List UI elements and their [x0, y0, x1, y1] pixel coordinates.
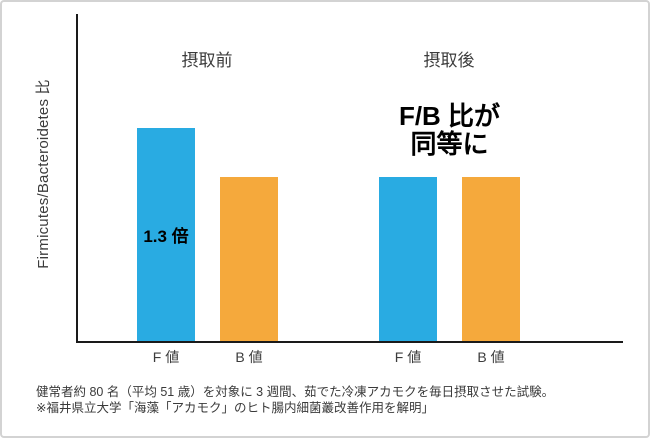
bar-after-b	[462, 177, 520, 341]
bar-tick-label: B 値	[235, 349, 263, 365]
equal-annotation: F/B 比が 同等に	[369, 102, 530, 158]
bar-tick-label: F 値	[152, 349, 180, 365]
bar-before-f	[137, 128, 195, 341]
bar-tick-label: B 値	[477, 349, 505, 365]
x-axis-line	[76, 341, 623, 343]
footnote-line2: ※福井県立大学「海藻「アカモク」のヒト腸内細菌叢改善作用を解明」	[36, 400, 434, 415]
group-label-before: 摂取前	[181, 51, 233, 70]
bar-tick-label: F 値	[394, 349, 422, 365]
y-axis-line	[76, 14, 78, 342]
bar-before-b	[220, 177, 278, 341]
equal-annotation-line1: F/B 比が	[398, 101, 501, 131]
bar-after-f	[379, 177, 437, 341]
ratio-annotation: 1.3 倍	[143, 227, 189, 246]
footnote-line1: 健常者約 80 名（平均 51 歳）を対象に 3 週間、茹でた冷凍アカモクを毎日…	[36, 385, 555, 399]
footnote: 健常者約 80 名（平均 51 歳）を対象に 3 週間、茹でた冷凍アカモクを毎日…	[36, 385, 554, 416]
group-label-after: 摂取後	[423, 51, 475, 70]
equal-annotation-line2: 同等に	[410, 129, 489, 159]
y-axis-label: Firmicutes/Bacteroidetes 比	[35, 79, 52, 269]
